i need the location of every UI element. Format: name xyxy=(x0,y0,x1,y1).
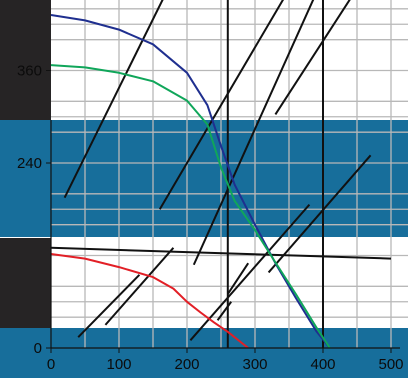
series-lines xyxy=(50,14,331,349)
annotation-line-0 xyxy=(50,246,392,260)
tick-labels: 0 100 200 300 400 500 0 240 360 xyxy=(17,63,404,374)
x-tick-label: 100 xyxy=(106,356,131,373)
series-line-1 xyxy=(50,64,331,349)
x-tick-label: 200 xyxy=(174,356,199,373)
y-tick-label: 0 xyxy=(34,340,42,357)
annotation-line-9 xyxy=(267,154,372,274)
annotation-line-2 xyxy=(63,0,164,199)
x-tick-label: 400 xyxy=(310,356,335,373)
grid xyxy=(51,0,408,348)
axes xyxy=(46,70,400,353)
annotation-line-10 xyxy=(77,274,141,338)
series-line-2 xyxy=(50,253,249,349)
annotation-line-4 xyxy=(274,0,351,115)
x-tick-label: 300 xyxy=(242,356,267,373)
x-tick-label: 0 xyxy=(47,356,55,373)
annotation-line-6 xyxy=(104,247,175,326)
x-tick-label: 500 xyxy=(378,356,403,373)
series-line-0 xyxy=(50,14,331,349)
annotation-line-7 xyxy=(216,301,233,321)
blue-band-bottom xyxy=(0,328,408,378)
y-tick-label: 240 xyxy=(17,155,42,172)
annotation-line-5 xyxy=(189,203,311,341)
annotation-line-3 xyxy=(192,0,315,266)
y-tick-label: 360 xyxy=(17,63,42,80)
blue-band-middle xyxy=(0,120,408,237)
annotation-line-11 xyxy=(158,0,285,210)
annotation-line-8 xyxy=(226,262,250,295)
annotation-lines xyxy=(50,0,392,341)
